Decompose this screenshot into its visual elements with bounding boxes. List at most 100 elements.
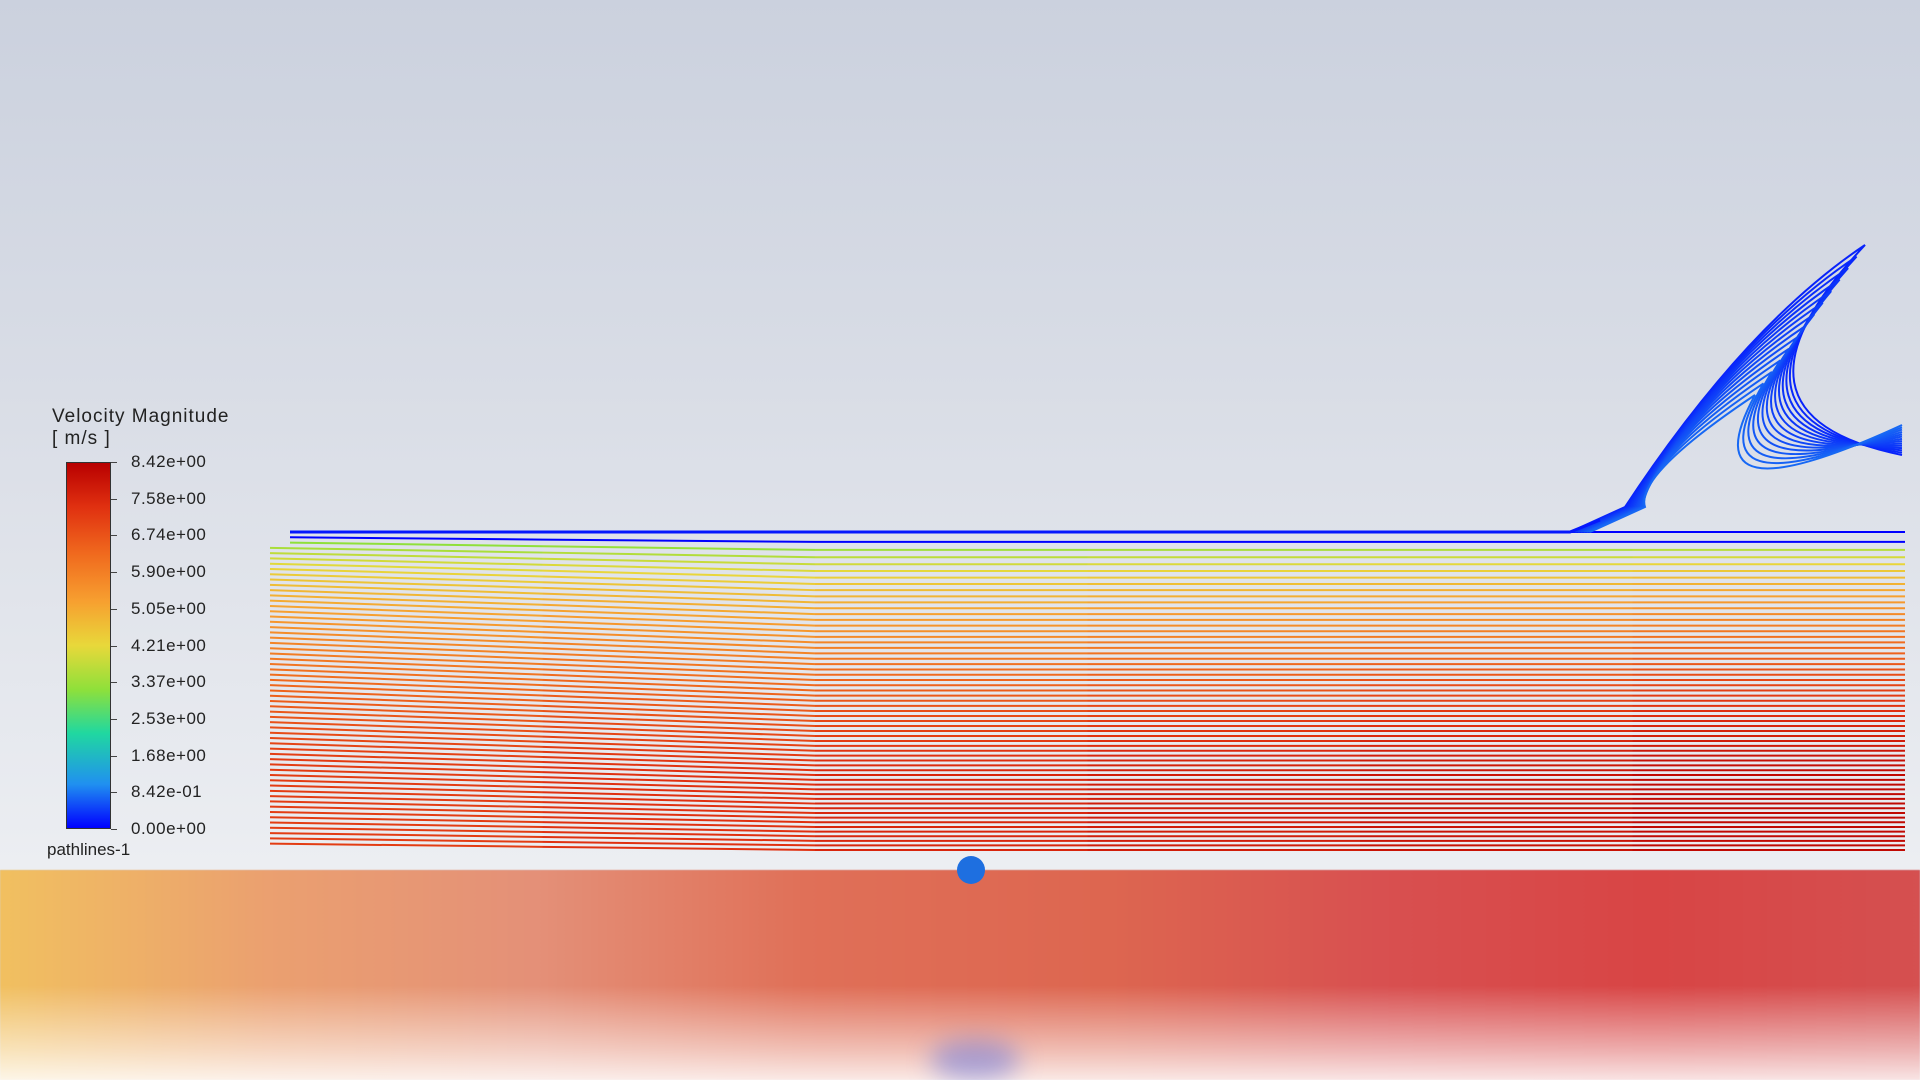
pathline — [269, 552, 543, 560]
pathline — [269, 599, 543, 612]
pathline — [269, 567, 543, 578]
pathline — [269, 562, 543, 572]
colorbar-tick — [111, 608, 117, 610]
pathline — [269, 795, 543, 804]
pathline — [542, 826, 816, 833]
colorbar-tick — [111, 718, 117, 720]
pathline — [269, 610, 543, 623]
colorbar-tick-label: 0.00e+00 — [131, 819, 207, 838]
pathline — [542, 625, 816, 638]
pathline — [542, 730, 816, 742]
pathline — [269, 631, 543, 644]
colorbar — [66, 462, 111, 829]
pathline — [269, 668, 543, 681]
pathline — [269, 821, 543, 829]
pathline — [542, 771, 816, 781]
pathline — [269, 678, 543, 692]
pathline — [542, 647, 816, 660]
colorbar-tick-label: 6.74e+00 — [131, 525, 207, 545]
video-preview-fade — [0, 870, 1920, 1080]
pathline — [269, 752, 543, 764]
pathline — [542, 668, 816, 682]
pathline — [542, 673, 816, 687]
graphics-viewport[interactable]: Velocity Magnitude [ m/s ] 8.42e+00 7.58e… — [0, 0, 1920, 870]
colorbar-tick — [111, 829, 117, 830]
colorbar-tick — [111, 535, 117, 537]
recirculation-pathline — [1578, 313, 1903, 533]
pathline — [269, 758, 543, 769]
pathline — [269, 626, 543, 639]
pathline — [542, 699, 816, 712]
recirculation-pathline — [1588, 382, 1903, 533]
pathline — [542, 835, 816, 842]
pathlines-plot — [269, 244, 1905, 851]
pathline — [269, 684, 543, 697]
pathline — [269, 721, 543, 733]
pathline — [269, 705, 543, 718]
pathline — [269, 620, 543, 634]
pathline — [269, 589, 543, 601]
recirculation-pathline — [1571, 255, 1903, 533]
playback-scrubber-handle[interactable] — [957, 856, 985, 884]
pathline — [542, 704, 816, 718]
pathline — [269, 747, 543, 758]
colorbar-tick — [111, 645, 117, 647]
colorbar-tick-label: 8.42e+00 — [131, 452, 207, 471]
pathline — [542, 652, 816, 666]
pathline — [542, 581, 816, 592]
pathline — [542, 689, 816, 702]
pathline — [542, 538, 816, 543]
pathline — [542, 598, 816, 610]
pathline — [269, 842, 543, 848]
pathline — [269, 652, 543, 666]
pathline — [269, 800, 543, 809]
colorbar-tick-label: 8.42e-01 — [131, 782, 203, 802]
recirculation-pathline — [1589, 394, 1903, 533]
pathline — [269, 816, 543, 824]
pathline — [542, 776, 816, 786]
pathline — [542, 816, 816, 824]
scrub-shadow — [930, 1040, 1020, 1080]
pathline — [269, 673, 543, 687]
pathline — [542, 840, 816, 847]
pathlines-label: pathlines-1 — [47, 840, 131, 859]
pathline — [542, 609, 816, 621]
pathline — [269, 773, 543, 784]
pathline — [542, 557, 816, 566]
pathline — [542, 563, 816, 573]
pathline — [542, 694, 816, 707]
colorbar-tick-label: 3.37e+00 — [131, 672, 207, 692]
pathline — [269, 731, 543, 743]
pathline — [269, 837, 543, 843]
pathline — [542, 710, 816, 723]
pathline — [269, 636, 543, 650]
pathline — [269, 689, 543, 702]
pathline — [269, 615, 543, 628]
pathline — [269, 594, 543, 606]
pathline — [542, 761, 816, 772]
pathline — [542, 786, 816, 796]
colorbar-tick — [111, 682, 117, 684]
pathline — [269, 784, 543, 794]
colorbar-tick — [111, 462, 117, 463]
pathline — [269, 647, 543, 660]
pathline — [542, 796, 816, 805]
pathline — [269, 604, 543, 617]
pathline — [269, 583, 543, 595]
pathline — [269, 805, 543, 814]
pathline — [269, 700, 543, 713]
pathline — [269, 789, 543, 799]
colorbar-tick — [111, 792, 117, 794]
legend-unit: [ m/s ] — [52, 428, 111, 449]
recirculation-pathline — [1572, 267, 1903, 533]
pathline — [542, 657, 816, 671]
colorbar-tick — [111, 572, 117, 574]
pathline — [542, 811, 816, 819]
pathline — [269, 573, 543, 584]
recirculation-pathline — [1575, 290, 1903, 533]
pathline — [542, 830, 816, 838]
boundary-pathline — [290, 518, 1601, 534]
colorbar-tick-label: 5.90e+00 — [131, 562, 207, 582]
pathline — [542, 745, 816, 757]
colorbar-tick-label: 2.53e+00 — [131, 708, 207, 728]
